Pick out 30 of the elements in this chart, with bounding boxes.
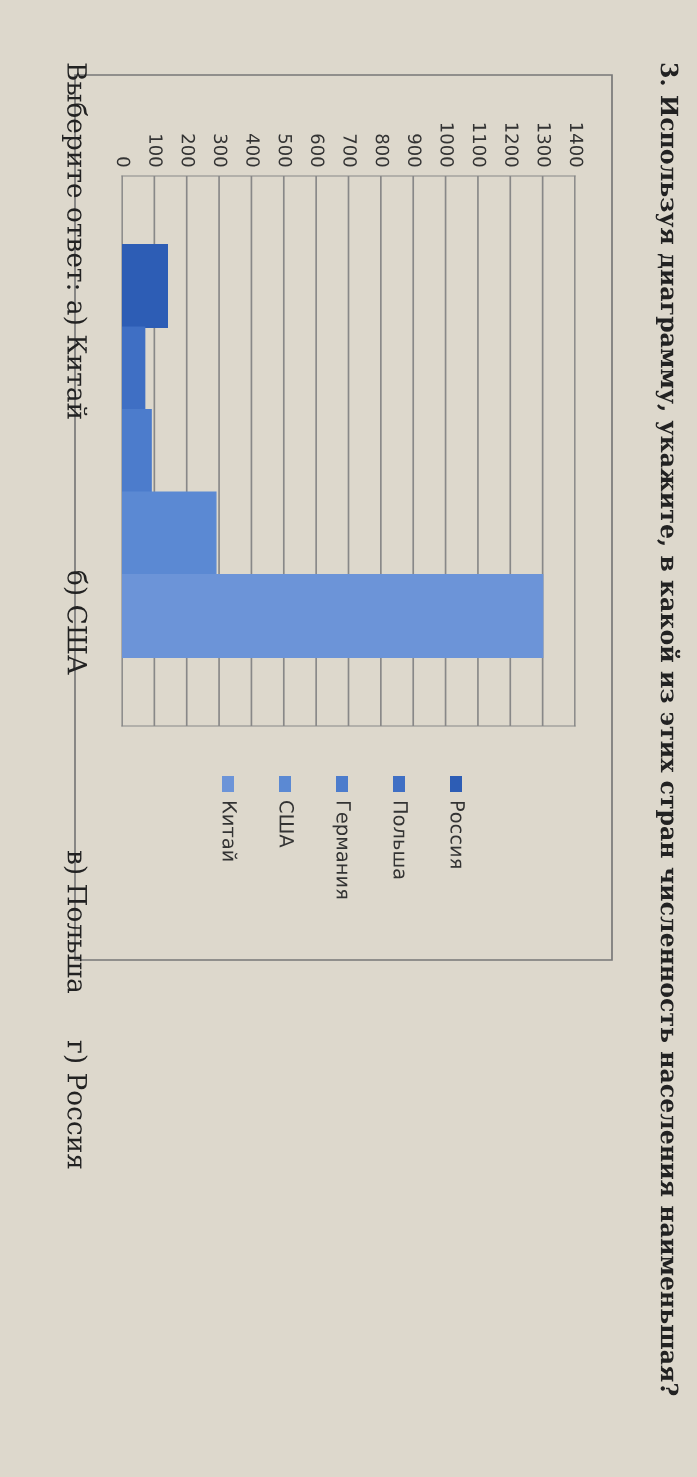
x-tick-label: 600 — [310, 134, 325, 167]
text: г) Россия — [63, 1040, 88, 1169]
legend-label: Россия — [450, 801, 465, 868]
bar — [122, 574, 544, 658]
x-tick-label: 1000 — [440, 123, 454, 167]
x-tick-label: 300 — [213, 134, 228, 167]
x-tick-label: 800 — [375, 134, 390, 167]
legend-label: Германия — [332, 801, 351, 899]
x-tick-label: 200 — [181, 134, 196, 167]
text: Выберите ответ: а) Китай — [62, 63, 88, 419]
bar — [122, 244, 168, 328]
x-tick-label: 1200 — [505, 123, 519, 167]
x-tick-label: 500 — [278, 134, 293, 167]
x-tick-label: 1400 — [569, 123, 584, 167]
x-tick-label: 900 — [407, 134, 422, 167]
x-tick-label: 0 — [116, 157, 131, 167]
bar — [122, 409, 152, 493]
x-tick-label: 100 — [149, 135, 163, 167]
text: б) США — [63, 571, 89, 675]
bar — [122, 491, 217, 576]
x-tick-label: 700 — [343, 134, 357, 167]
x-tick-label: 400 — [246, 134, 260, 167]
x-tick-label: 1300 — [537, 123, 552, 167]
legend-label: Китай — [222, 801, 238, 861]
legend-label: Польша — [393, 801, 408, 879]
bar — [122, 326, 146, 411]
x-tick-label: 1100 — [472, 123, 487, 167]
text: в) Польша — [63, 850, 88, 994]
legend-label: США — [279, 801, 295, 848]
text: 3. Используя диаграмму, укажите, в какой из этих стран численность населения наименьшая? — [655, 63, 681, 1396]
